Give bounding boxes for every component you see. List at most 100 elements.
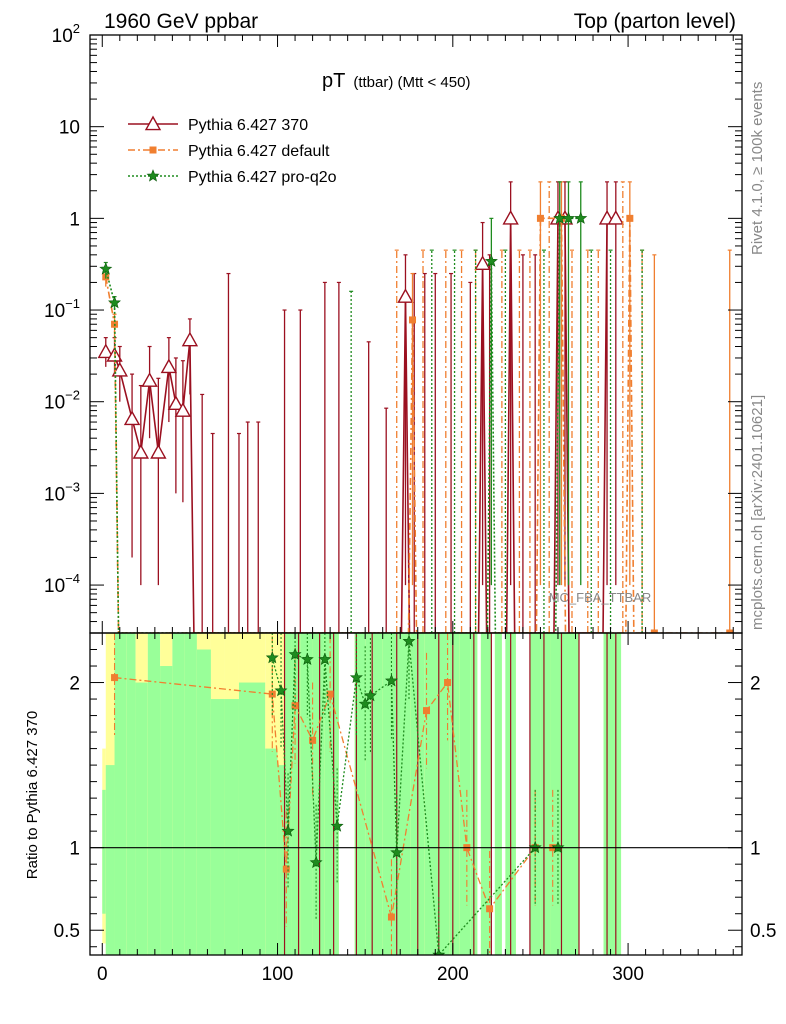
marker-square [536,214,544,222]
ratio-band-green [561,633,572,955]
marker-triangle [181,331,199,347]
series-2-main [99,181,645,633]
y-tick-exp: 2 [73,21,80,36]
marker-star [281,824,295,837]
marker-star [274,683,288,697]
marker-star [349,670,363,684]
marker-star [385,674,398,687]
y-tick-label: 10 [59,118,80,139]
marker-star [265,650,279,664]
ratio-frame [89,632,743,956]
ratio-y-tick-label-right: 2 [750,674,761,695]
ratio-band-green [277,765,285,955]
y-tick-base: 10 [44,301,65,322]
marker-triangle [144,115,162,131]
ratio-band-green [172,633,185,955]
ratio-band-green [449,633,460,955]
marker-star [358,697,372,710]
ratio-band-green [224,699,239,955]
marker-square [726,629,734,633]
ratio-band-green [102,789,106,914]
ratio-band-green [135,682,148,955]
marker-triangle [132,443,150,459]
y-tick-base: 10 [44,484,65,505]
marker-triangle [174,402,192,417]
legend: Pythia 6.427 370 Pythia 6.427 default Pyth… [128,115,337,186]
series-1-main [102,181,734,633]
ratio-band-green [126,633,136,955]
ratio-band-green [459,633,471,955]
ratio-band-green [540,633,551,955]
marker-square [408,316,416,324]
ratio-band-green [291,633,301,955]
x-tick-label: 0 [97,964,108,985]
mcplots-url-label: mcplots.cern.ch [arXiv:2401.10621] [749,395,766,630]
marker-square [282,865,290,873]
x-tick-label: 300 [612,964,644,985]
chart-title-sub: (ttbar) (Mtt < 450) [353,74,470,91]
marker-triangle [111,361,128,377]
marker-star [288,647,302,660]
marker-triangle [150,443,167,459]
marker-triangle [502,209,519,225]
ratio-band-green [494,633,502,955]
ratio-band-green [238,682,253,955]
chart-title: pT [322,70,345,92]
x-tick-label: 100 [262,964,294,985]
marker-square [626,214,634,222]
marker-triangle [123,410,141,426]
series-line [104,217,581,633]
ratio-y-tick-label: 0.5 [54,921,80,942]
ratio-band-green [147,633,161,955]
marker-square [309,736,317,744]
ratio-band-green [196,649,211,955]
ratio-band-green [438,633,450,955]
marker-star [402,634,416,647]
ratio-band-green [300,633,313,955]
marker-square [326,690,334,698]
ratio-band-green [184,633,197,955]
main-series-layer [97,181,734,633]
y-tick-base: 10 [44,393,65,414]
ratio-y-tick-label: 2 [69,674,80,695]
y-tick-exp: −4 [65,571,80,586]
legend-label: Pythia 6.427 default [188,143,330,160]
y-tick-base: 10 [52,26,73,47]
marker-square [486,905,494,913]
ratio-band-green [480,633,492,955]
legend-label: Pythia 6.427 370 [188,117,308,134]
marker-square [111,674,119,682]
marker-square [423,707,431,715]
ratio-band-green [424,633,439,955]
marker-star [484,254,498,267]
ratio-uncertainty-bands [102,633,622,955]
header-right: Top (parton level) [574,10,736,33]
marker-star [363,688,377,702]
y-tick-exp: −1 [65,296,80,311]
header-left: 1960 GeV ppbar [104,10,258,33]
marker-star [330,819,344,832]
marker-star [574,211,588,224]
y-tick-label: 10−2 [44,388,80,414]
marker-triangle [397,288,414,303]
marker-star [432,948,446,955]
ratio-series-layer [90,633,742,955]
y-tick-label: 10−4 [44,571,80,597]
marker-triangle [97,343,114,359]
ratio-band-green [603,633,622,955]
marker-square [444,679,452,687]
marker-star [309,855,323,869]
ratio-band-green [210,699,225,955]
rivet-version-label: Rivet 4.1.0, ≥ 100k events [749,82,766,255]
marker-square [650,629,658,633]
ratio-band-green [365,633,383,955]
ratio-band-green [160,666,173,955]
ratio-band-green [382,633,397,955]
legend-label: Pythia 6.427 pro-q2o [188,169,337,186]
marker-star [300,652,314,665]
y-tick-label: 10−3 [44,479,80,505]
marker-star [108,295,121,309]
marker-star [99,262,113,275]
series-line [104,217,730,633]
